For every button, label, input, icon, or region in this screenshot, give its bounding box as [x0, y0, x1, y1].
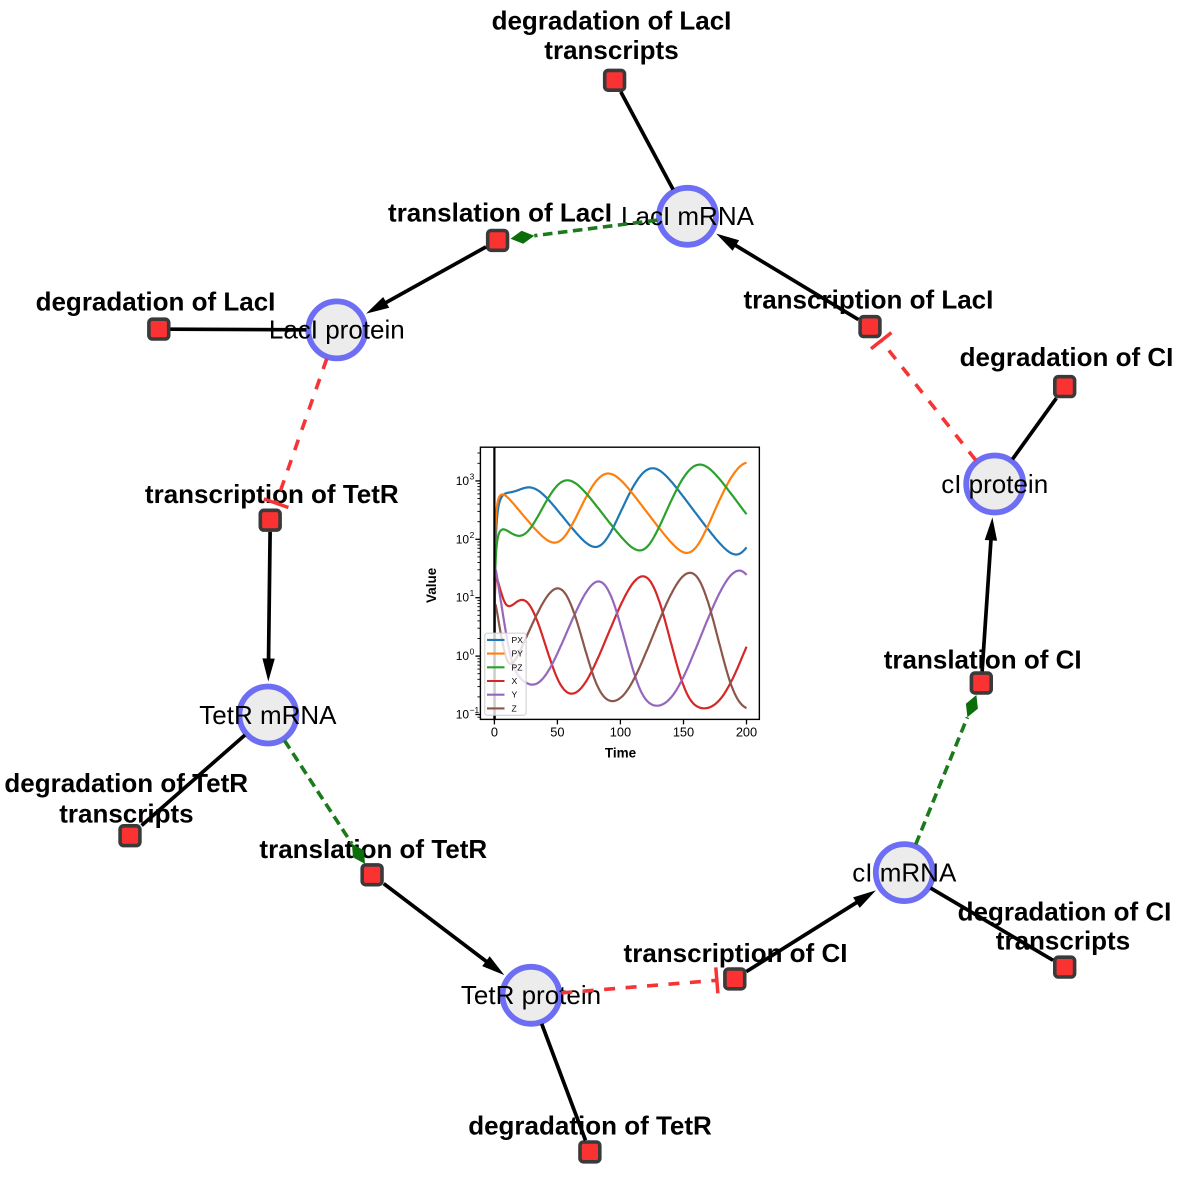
svg-text:transcripts: transcripts — [544, 35, 678, 65]
svg-text:transcripts: transcripts — [996, 926, 1130, 956]
svg-text:2: 2 — [470, 530, 475, 540]
svg-text:0: 0 — [470, 647, 475, 657]
svg-text:degradation of LacI: degradation of LacI — [36, 287, 276, 317]
svg-text:transcription of TetR: transcription of TetR — [145, 479, 399, 509]
svg-text:10: 10 — [456, 649, 470, 663]
svg-text:10: 10 — [456, 474, 470, 488]
svg-text:transcription of LacI: transcription of LacI — [743, 285, 993, 315]
svg-text:150: 150 — [673, 725, 694, 740]
svg-text:Time: Time — [605, 746, 637, 761]
svg-text:transcripts: transcripts — [59, 799, 193, 829]
svg-text:translation of TetR: translation of TetR — [259, 834, 487, 864]
svg-text:PZ: PZ — [512, 662, 523, 672]
svg-text:TetR protein: TetR protein — [461, 980, 601, 1010]
svg-text:Y: Y — [512, 690, 518, 700]
svg-text:10: 10 — [456, 591, 470, 605]
svg-text:LacI mRNA: LacI mRNA — [621, 201, 755, 231]
svg-text:Value: Value — [424, 567, 439, 603]
svg-text:100: 100 — [610, 725, 631, 740]
svg-text:cI protein: cI protein — [941, 469, 1048, 499]
svg-text:Z: Z — [512, 703, 517, 713]
svg-text:10: 10 — [456, 532, 470, 546]
svg-text:cI mRNA: cI mRNA — [852, 857, 957, 887]
svg-text:X: X — [512, 676, 518, 686]
svg-text:TetR mRNA: TetR mRNA — [199, 700, 337, 730]
svg-text:transcription of CI: transcription of CI — [624, 938, 848, 968]
svg-text:degradation of CI: degradation of CI — [958, 896, 1172, 926]
svg-text:PY: PY — [512, 649, 524, 659]
svg-text:0: 0 — [491, 725, 498, 740]
svg-text:10: 10 — [456, 708, 470, 722]
svg-text:translation of LacI: translation of LacI — [388, 198, 612, 228]
svg-text:3: 3 — [470, 471, 475, 481]
svg-text:degradation of CI: degradation of CI — [960, 342, 1174, 372]
svg-text:PX: PX — [512, 635, 524, 645]
svg-text:1: 1 — [470, 588, 475, 598]
svg-text:degradation of LacI: degradation of LacI — [492, 6, 732, 36]
svg-text:degradation of TetR: degradation of TetR — [468, 1111, 712, 1141]
svg-text:200: 200 — [736, 725, 757, 740]
svg-text:degradation of TetR: degradation of TetR — [4, 768, 248, 798]
svg-text:50: 50 — [550, 725, 564, 740]
svg-text:−1: −1 — [470, 705, 480, 715]
